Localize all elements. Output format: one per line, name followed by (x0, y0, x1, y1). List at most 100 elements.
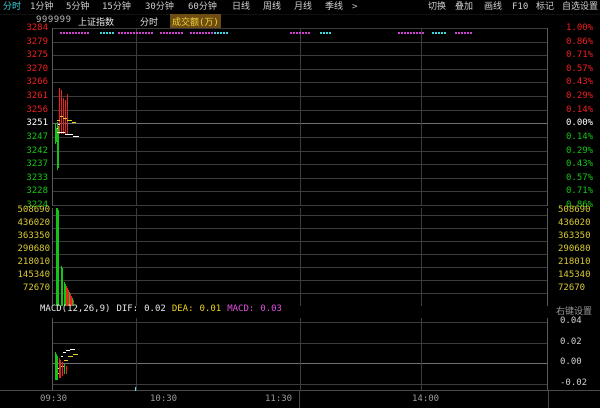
tick-dot (151, 32, 153, 34)
tick-dot (72, 32, 74, 34)
toolbar-item-watchlist[interactable]: 自选 (562, 2, 581, 12)
volume-bar (64, 282, 65, 306)
volume-bar (70, 294, 71, 306)
percent-label-right: 0.14% (566, 132, 594, 142)
tick-dot (419, 32, 421, 34)
toolbar-item-switch[interactable]: 切换 (428, 2, 447, 12)
macd-histogram-bar (60, 360, 61, 378)
toolbar-item-30min[interactable]: 30分钟 (145, 2, 174, 12)
tick-dot (87, 32, 89, 34)
percent-label-right: 0.14% (566, 105, 594, 115)
volume-label-right: 72670 (558, 283, 586, 293)
price-bar (55, 124, 56, 144)
tick-dot (133, 32, 135, 34)
percent-label-right: 0.86% (566, 37, 594, 47)
macd-readout: MACD(12,26,9) DIF: 0.02 DEA: 0.01 MACD: 0.03 (40, 304, 288, 314)
toolbar-item-drawline[interactable]: 画线 (484, 2, 503, 12)
volume-label-left: 145340 (17, 270, 50, 280)
time-label-0930: 09:30 (40, 394, 68, 404)
tick-dot (63, 32, 65, 34)
tick-dot (432, 32, 434, 34)
tick-dot (136, 32, 138, 34)
time-label-1130: 11:30 (265, 394, 293, 404)
toolbar-item-daily[interactable]: 日线 (232, 2, 251, 12)
percent-label-right: 0.29% (566, 146, 594, 156)
toolbar-item-mark[interactable]: 标记 (536, 2, 555, 12)
percent-label-right: 0.86% (566, 200, 594, 210)
tick-dot (407, 32, 409, 34)
tick-dot (205, 32, 207, 34)
toolbar-item-15min[interactable]: 15分钟 (102, 2, 131, 12)
percent-label-right: 0.43% (566, 159, 594, 169)
macd-dea-segment (68, 356, 73, 357)
tick-dot (290, 32, 292, 34)
macd-histogram-bar (62, 362, 63, 376)
tick-dot (145, 32, 147, 34)
tick-dot (208, 32, 210, 34)
percent-label-right: 0.57% (566, 173, 594, 183)
percent-label-right: 1.00% (566, 23, 594, 33)
tick-dot (81, 32, 83, 34)
tick-dot (410, 32, 412, 34)
toolbar-more-chevron-icon[interactable]: > (352, 2, 358, 12)
tick-dot (69, 32, 71, 34)
time-label-1400: 14:00 (412, 394, 440, 404)
macd-dif-segment (66, 350, 70, 351)
tick-dot (444, 32, 446, 34)
price-label-left: 3251 (26, 118, 48, 128)
right-click-settings-hint[interactable]: 右键设置 (555, 307, 592, 317)
price-line-segment (58, 124, 60, 125)
price-line-segment (55, 132, 59, 133)
volume-bar (58, 210, 59, 306)
time-axis-separator-right (548, 391, 549, 408)
tick-dot (178, 32, 180, 34)
volume-bar (73, 300, 74, 306)
toolbar-item-5min[interactable]: 5分钟 (66, 2, 90, 12)
toolbar-item-1min[interactable]: 1分钟 (30, 2, 54, 12)
price-label-left: 3224 (26, 200, 48, 210)
volume-label-right: 436020 (558, 218, 591, 228)
volume-bar (67, 288, 68, 306)
price-chart-pane[interactable] (52, 28, 548, 206)
macd-hist-label: MACD: (227, 304, 255, 314)
macd-dif-segment (61, 356, 63, 357)
toolbar-item-settings[interactable]: 设置 (580, 2, 599, 12)
tick-dot (139, 32, 141, 34)
tick-dot (142, 32, 144, 34)
toolbar-item-quarterly[interactable]: 季线 (325, 2, 344, 12)
macd-dif-segment (63, 352, 66, 353)
tick-dot (211, 32, 213, 34)
macd-histogram-bar (66, 366, 67, 374)
price-bar (58, 126, 59, 168)
tick-dot (78, 32, 80, 34)
price-label-left: 3247 (26, 132, 48, 142)
price-bar (57, 122, 58, 170)
toolbar-item-overlay[interactable]: 叠加 (455, 2, 474, 12)
toolbar-item-monthly[interactable]: 月线 (294, 2, 313, 12)
toolbar-item-fenshi[interactable]: 分时 (3, 2, 22, 12)
volume-label-right: 218010 (558, 257, 591, 267)
tick-dot (160, 32, 162, 34)
toolbar-item-f10[interactable]: F10 (512, 2, 529, 12)
tick-dot (441, 32, 443, 34)
tick-dot (323, 32, 325, 34)
price-line-segment (56, 128, 58, 129)
volume-label-right: 363350 (558, 231, 591, 241)
macd-dif-value: 0.02 (144, 304, 166, 314)
macd-chart-pane[interactable] (52, 318, 548, 390)
price-line-segment (65, 134, 73, 135)
toolbar-item-60min[interactable]: 60分钟 (188, 2, 217, 12)
time-axis-separator (299, 391, 300, 408)
volume-bar (65, 284, 66, 306)
volume-bar (66, 286, 67, 306)
average-line-segment (57, 120, 60, 121)
volume-bar (69, 292, 70, 306)
tick-dot (148, 32, 150, 34)
volume-bar (62, 268, 63, 306)
tick-dot (118, 32, 120, 34)
tick-dot (435, 32, 437, 34)
volume-chart-pane[interactable] (52, 208, 548, 306)
toolbar-item-weekly[interactable]: 周线 (263, 2, 282, 12)
tick-dot (130, 32, 132, 34)
